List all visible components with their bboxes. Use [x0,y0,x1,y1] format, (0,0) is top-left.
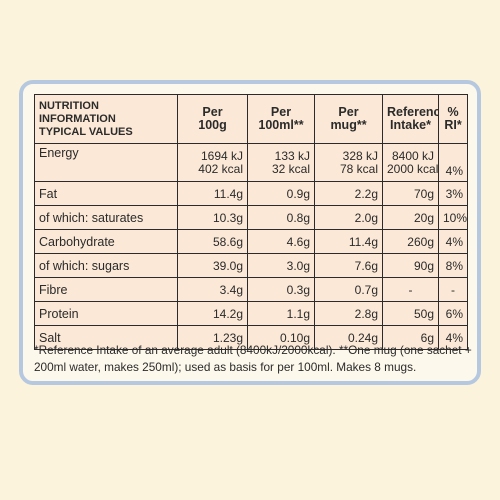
table-header-row: NUTRITION INFORMATION TYPICAL VALUES Per… [34,94,468,144]
cell-reference-intake: 50g [382,301,439,326]
header-per-100g: Per 100g [177,94,248,144]
table-row-sugars: of which: sugars 39.0g 3.0g 7.6g 90g 8% [34,253,468,278]
table-row-protein: Protein 14.2g 1.1g 2.8g 50g 6% [34,301,468,326]
cell-reference-intake: 20g [382,205,439,230]
cell-per-mug: 2.2g [314,181,383,206]
row-label: Fat [34,181,178,206]
table-row-carbohydrate: Carbohydrate 58.6g 4.6g 11.4g 260g 4% [34,229,468,254]
table-row-fat: Fat 11.4g 0.9g 2.2g 70g 3% [34,181,468,206]
header-per-mug: Per mug** [314,94,383,144]
cell-percent-ri: 4% [438,325,468,350]
cell-percent-ri: 4% [438,143,468,182]
cell-reference-intake: - [382,277,439,302]
header-per-100ml: Per 100ml** [247,94,315,144]
cell-reference-intake: 260g [382,229,439,254]
cell-reference-intake: 90g [382,253,439,278]
row-label: of which: sugars [34,253,178,278]
cell-per-100ml: 0.9g [247,181,315,206]
table-row-salt: Salt 1.23g 0.10g 0.24g 6g 4% [34,325,468,350]
header-percent-ri: % RI* [438,94,468,144]
cell-percent-ri: - [438,277,468,302]
cell-per-100ml: 0.3g [247,277,315,302]
cell-percent-ri: 10% [438,205,468,230]
cell-reference-intake: 70g [382,181,439,206]
cell-per-100g: 58.6g [177,229,248,254]
row-label: Salt [34,325,178,350]
cell-per-100ml: 1.1g [247,301,315,326]
cell-percent-ri: 6% [438,301,468,326]
cell-per-mug: 11.4g [314,229,383,254]
cell-reference-intake: 8400 kJ 2000 kcal [382,143,439,182]
row-label: Energy [34,143,178,182]
cell-per-100ml: 0.8g [247,205,315,230]
cell-per-100g: 39.0g [177,253,248,278]
cell-per-100g: 14.2g [177,301,248,326]
cell-per-100g: 1694 kJ 402 kcal [177,143,248,182]
row-label: Fibre [34,277,178,302]
cell-per-100ml: 133 kJ 32 kcal [247,143,315,182]
reference-intake-footnote: *Reference Intake of an average adult (8… [34,343,472,374]
cell-per-100g: 10.3g [177,205,248,230]
table-row-fibre: Fibre 3.4g 0.3g 0.7g - - [34,277,468,302]
header-reference-intake: Reference Intake* [382,94,439,144]
cell-per-100ml: 0.10g [247,325,315,350]
table-row-energy: Energy 1694 kJ 402 kcal 133 kJ 32 kcal 3… [34,143,468,182]
cell-percent-ri: 3% [438,181,468,206]
cell-per-mug: 0.7g [314,277,383,302]
cell-reference-intake: 6g [382,325,439,350]
cell-per-100g: 11.4g [177,181,248,206]
cell-per-mug: 7.6g [314,253,383,278]
cell-per-mug: 2.0g [314,205,383,230]
cell-percent-ri: 8% [438,253,468,278]
nutrition-table: NUTRITION INFORMATION TYPICAL VALUES Per… [34,94,468,350]
row-label: of which: saturates [34,205,178,230]
cell-per-mug: 2.8g [314,301,383,326]
header-typical-values: NUTRITION INFORMATION TYPICAL VALUES [34,94,178,144]
cell-per-100ml: 3.0g [247,253,315,278]
nutrition-table-wrap: NUTRITION INFORMATION TYPICAL VALUES Per… [34,94,468,350]
table-row-saturates: of which: saturates 10.3g 0.8g 2.0g 20g … [34,205,468,230]
cell-percent-ri: 4% [438,229,468,254]
cell-per-100ml: 4.6g [247,229,315,254]
row-label: Carbohydrate [34,229,178,254]
cell-per-100g: 3.4g [177,277,248,302]
row-label: Protein [34,301,178,326]
cell-per-mug: 328 kJ 78 kcal [314,143,383,182]
nutrition-panel: NUTRITION INFORMATION TYPICAL VALUES Per… [19,80,481,385]
